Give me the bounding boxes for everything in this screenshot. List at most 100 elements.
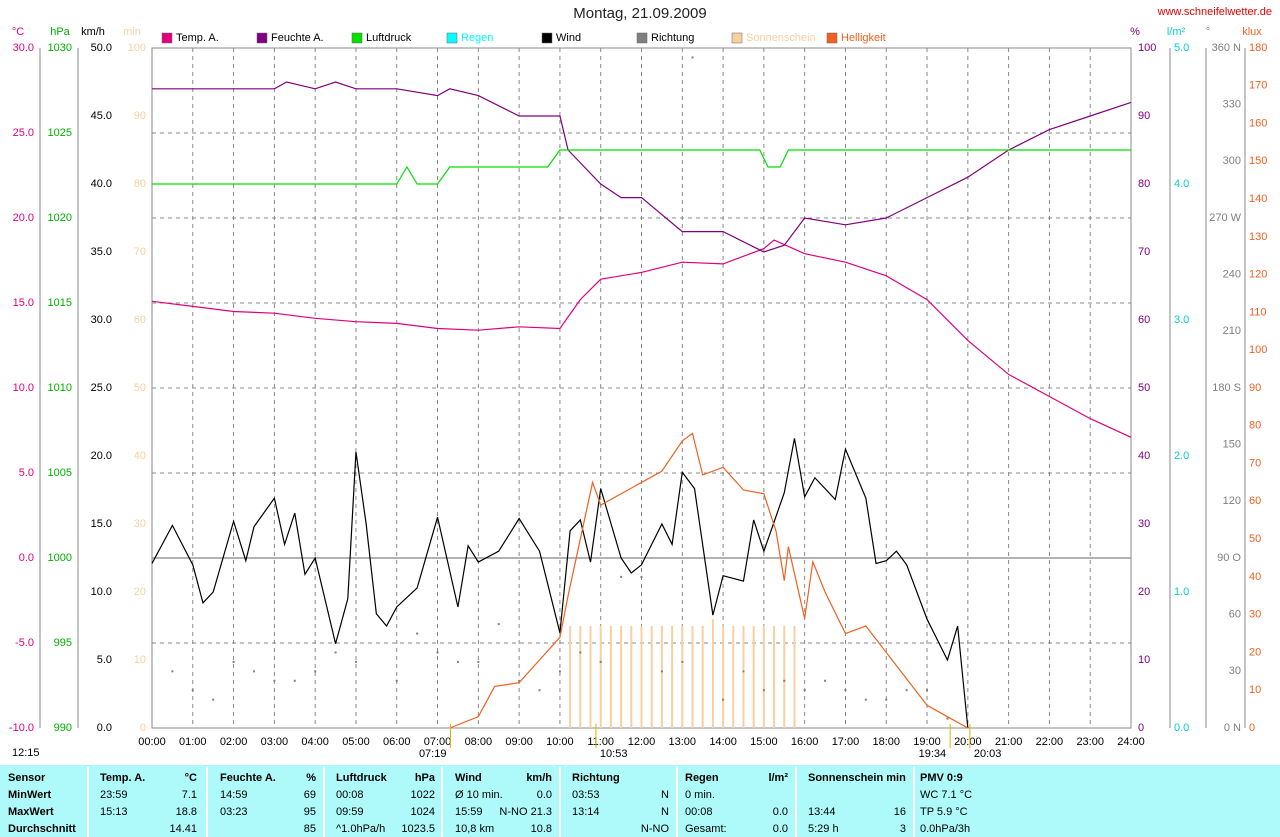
- x-tick-label: 15:00: [750, 736, 778, 748]
- x-tick-label: 24:00: [1117, 736, 1145, 748]
- direction-dot: [436, 651, 439, 654]
- y-tick-label: 30: [134, 518, 146, 530]
- table-background: [0, 765, 1280, 837]
- direction-dot: [620, 575, 623, 578]
- table-cell: MinWert: [8, 789, 52, 801]
- direction-dot: [579, 651, 582, 654]
- direction-dot: [416, 632, 419, 635]
- y-tick-label: 15.0: [91, 518, 112, 530]
- table-cell: Durchschnitt: [8, 823, 76, 835]
- table-cell: 00:08: [336, 789, 364, 801]
- x-tick-label: 09:00: [505, 736, 533, 748]
- y-tick-label: 0: [1249, 722, 1255, 734]
- table-cell: 18.8: [176, 806, 197, 818]
- y-tick-label: 50: [1138, 382, 1150, 394]
- legend-swatch: [351, 32, 363, 44]
- legend-swatch: [446, 32, 458, 44]
- y-tick-label: 50: [134, 382, 146, 394]
- table-header: Sonnenschein min: [808, 772, 906, 784]
- y-tick-label: 30: [1138, 518, 1150, 530]
- y-tick-label: 300: [1223, 155, 1241, 167]
- annotation-label: 20:03: [974, 748, 1002, 760]
- y-tick-label: 0: [140, 722, 146, 734]
- table-cell: 7.1: [182, 789, 197, 801]
- y-tick-label: 240: [1223, 269, 1241, 281]
- direction-dot: [395, 679, 398, 682]
- y-tick-label: 140: [1249, 193, 1267, 205]
- series-line: [152, 81, 1132, 253]
- sunshine-bar: [783, 626, 786, 728]
- table-cell: 95: [304, 806, 316, 818]
- legend-label: Feuchte A.: [271, 32, 324, 44]
- y-tick-label: 70: [1138, 246, 1150, 258]
- sunshine-bar: [609, 626, 612, 728]
- y-tick-label: 1.0: [1174, 586, 1189, 598]
- y-tick-label: 160: [1249, 117, 1267, 129]
- y-tick-label: 20.0: [91, 450, 112, 462]
- y-tick-label: 0.0: [19, 552, 34, 564]
- x-tick-label: 14:00: [709, 736, 737, 748]
- y-tick-label: 60: [1138, 314, 1150, 326]
- sunshine-bar: [660, 626, 663, 728]
- y-tick-label: 0 N: [1224, 722, 1241, 734]
- table-cell: 85: [304, 823, 316, 835]
- y-tick-label: 100: [128, 42, 146, 54]
- y-tick-label: 45.0: [91, 110, 112, 122]
- sunshine-bar: [599, 626, 602, 728]
- x-tick-label: 06:00: [383, 736, 411, 748]
- legend-swatch: [826, 32, 838, 44]
- series-line: [449, 432, 969, 729]
- table-cell: 03:23: [220, 806, 248, 818]
- direction-dot: [926, 689, 929, 692]
- y-tick-label: 5.0: [97, 654, 112, 666]
- direction-dot: [885, 698, 888, 701]
- axis-unit: %: [1130, 26, 1140, 38]
- table-cell: 13:14: [572, 806, 600, 818]
- x-tick-label: 00:00: [138, 736, 166, 748]
- y-tick-label: 330: [1223, 99, 1241, 111]
- y-tick-label: 150: [1223, 439, 1241, 451]
- legend-swatch: [161, 32, 173, 44]
- y-tick-label: 20: [1138, 586, 1150, 598]
- legend-label: Luftdruck: [366, 32, 412, 44]
- axis-unit: °C: [12, 26, 24, 38]
- y-tick-label: 1015: [48, 297, 72, 309]
- table-cell: N: [661, 806, 669, 818]
- table-header: Regen: [685, 772, 719, 784]
- table-cell: 5:29 h: [808, 823, 839, 835]
- x-tick-label: 19:00: [913, 736, 941, 748]
- y-tick-label: 150: [1249, 155, 1267, 167]
- axis-unit: klux: [1242, 26, 1262, 38]
- direction-dot: [824, 679, 827, 682]
- table-cell: 3: [900, 823, 906, 835]
- y-tick-label: 70: [134, 246, 146, 258]
- sunshine-bar: [752, 626, 755, 728]
- direction-dot: [558, 670, 561, 673]
- direction-dot: [722, 698, 725, 701]
- y-tick-label: 100: [1138, 42, 1156, 54]
- y-tick-label: 10: [134, 654, 146, 666]
- y-tick-label: 5.0: [1174, 42, 1189, 54]
- series-line: [151, 438, 969, 729]
- x-tick-label: 13:00: [669, 736, 697, 748]
- annotation-label: 10:53: [600, 748, 628, 760]
- direction-dot: [273, 679, 276, 682]
- table-cell: 0.0hPa/3h: [920, 823, 970, 835]
- table-cell: N-NO: [641, 823, 670, 835]
- y-tick-label: 40: [1249, 571, 1261, 583]
- y-tick-label: 40: [1138, 450, 1150, 462]
- sunshine-bar: [589, 626, 592, 728]
- y-tick-label: 20.0: [13, 212, 34, 224]
- table-cell: 1022: [411, 789, 435, 801]
- table-cell: ^1.0hPa/h: [336, 823, 385, 835]
- x-tick-label: 21:00: [995, 736, 1023, 748]
- axis-unit: hPa: [50, 26, 70, 38]
- table-cell: 15:13: [100, 806, 128, 818]
- direction-dot: [456, 660, 459, 663]
- y-tick-label: 60: [1249, 495, 1261, 507]
- direction-dot: [803, 689, 806, 692]
- axis-unit: km/h: [81, 26, 105, 38]
- y-tick-label: 990: [54, 722, 72, 734]
- y-tick-label: 5.0: [19, 467, 34, 479]
